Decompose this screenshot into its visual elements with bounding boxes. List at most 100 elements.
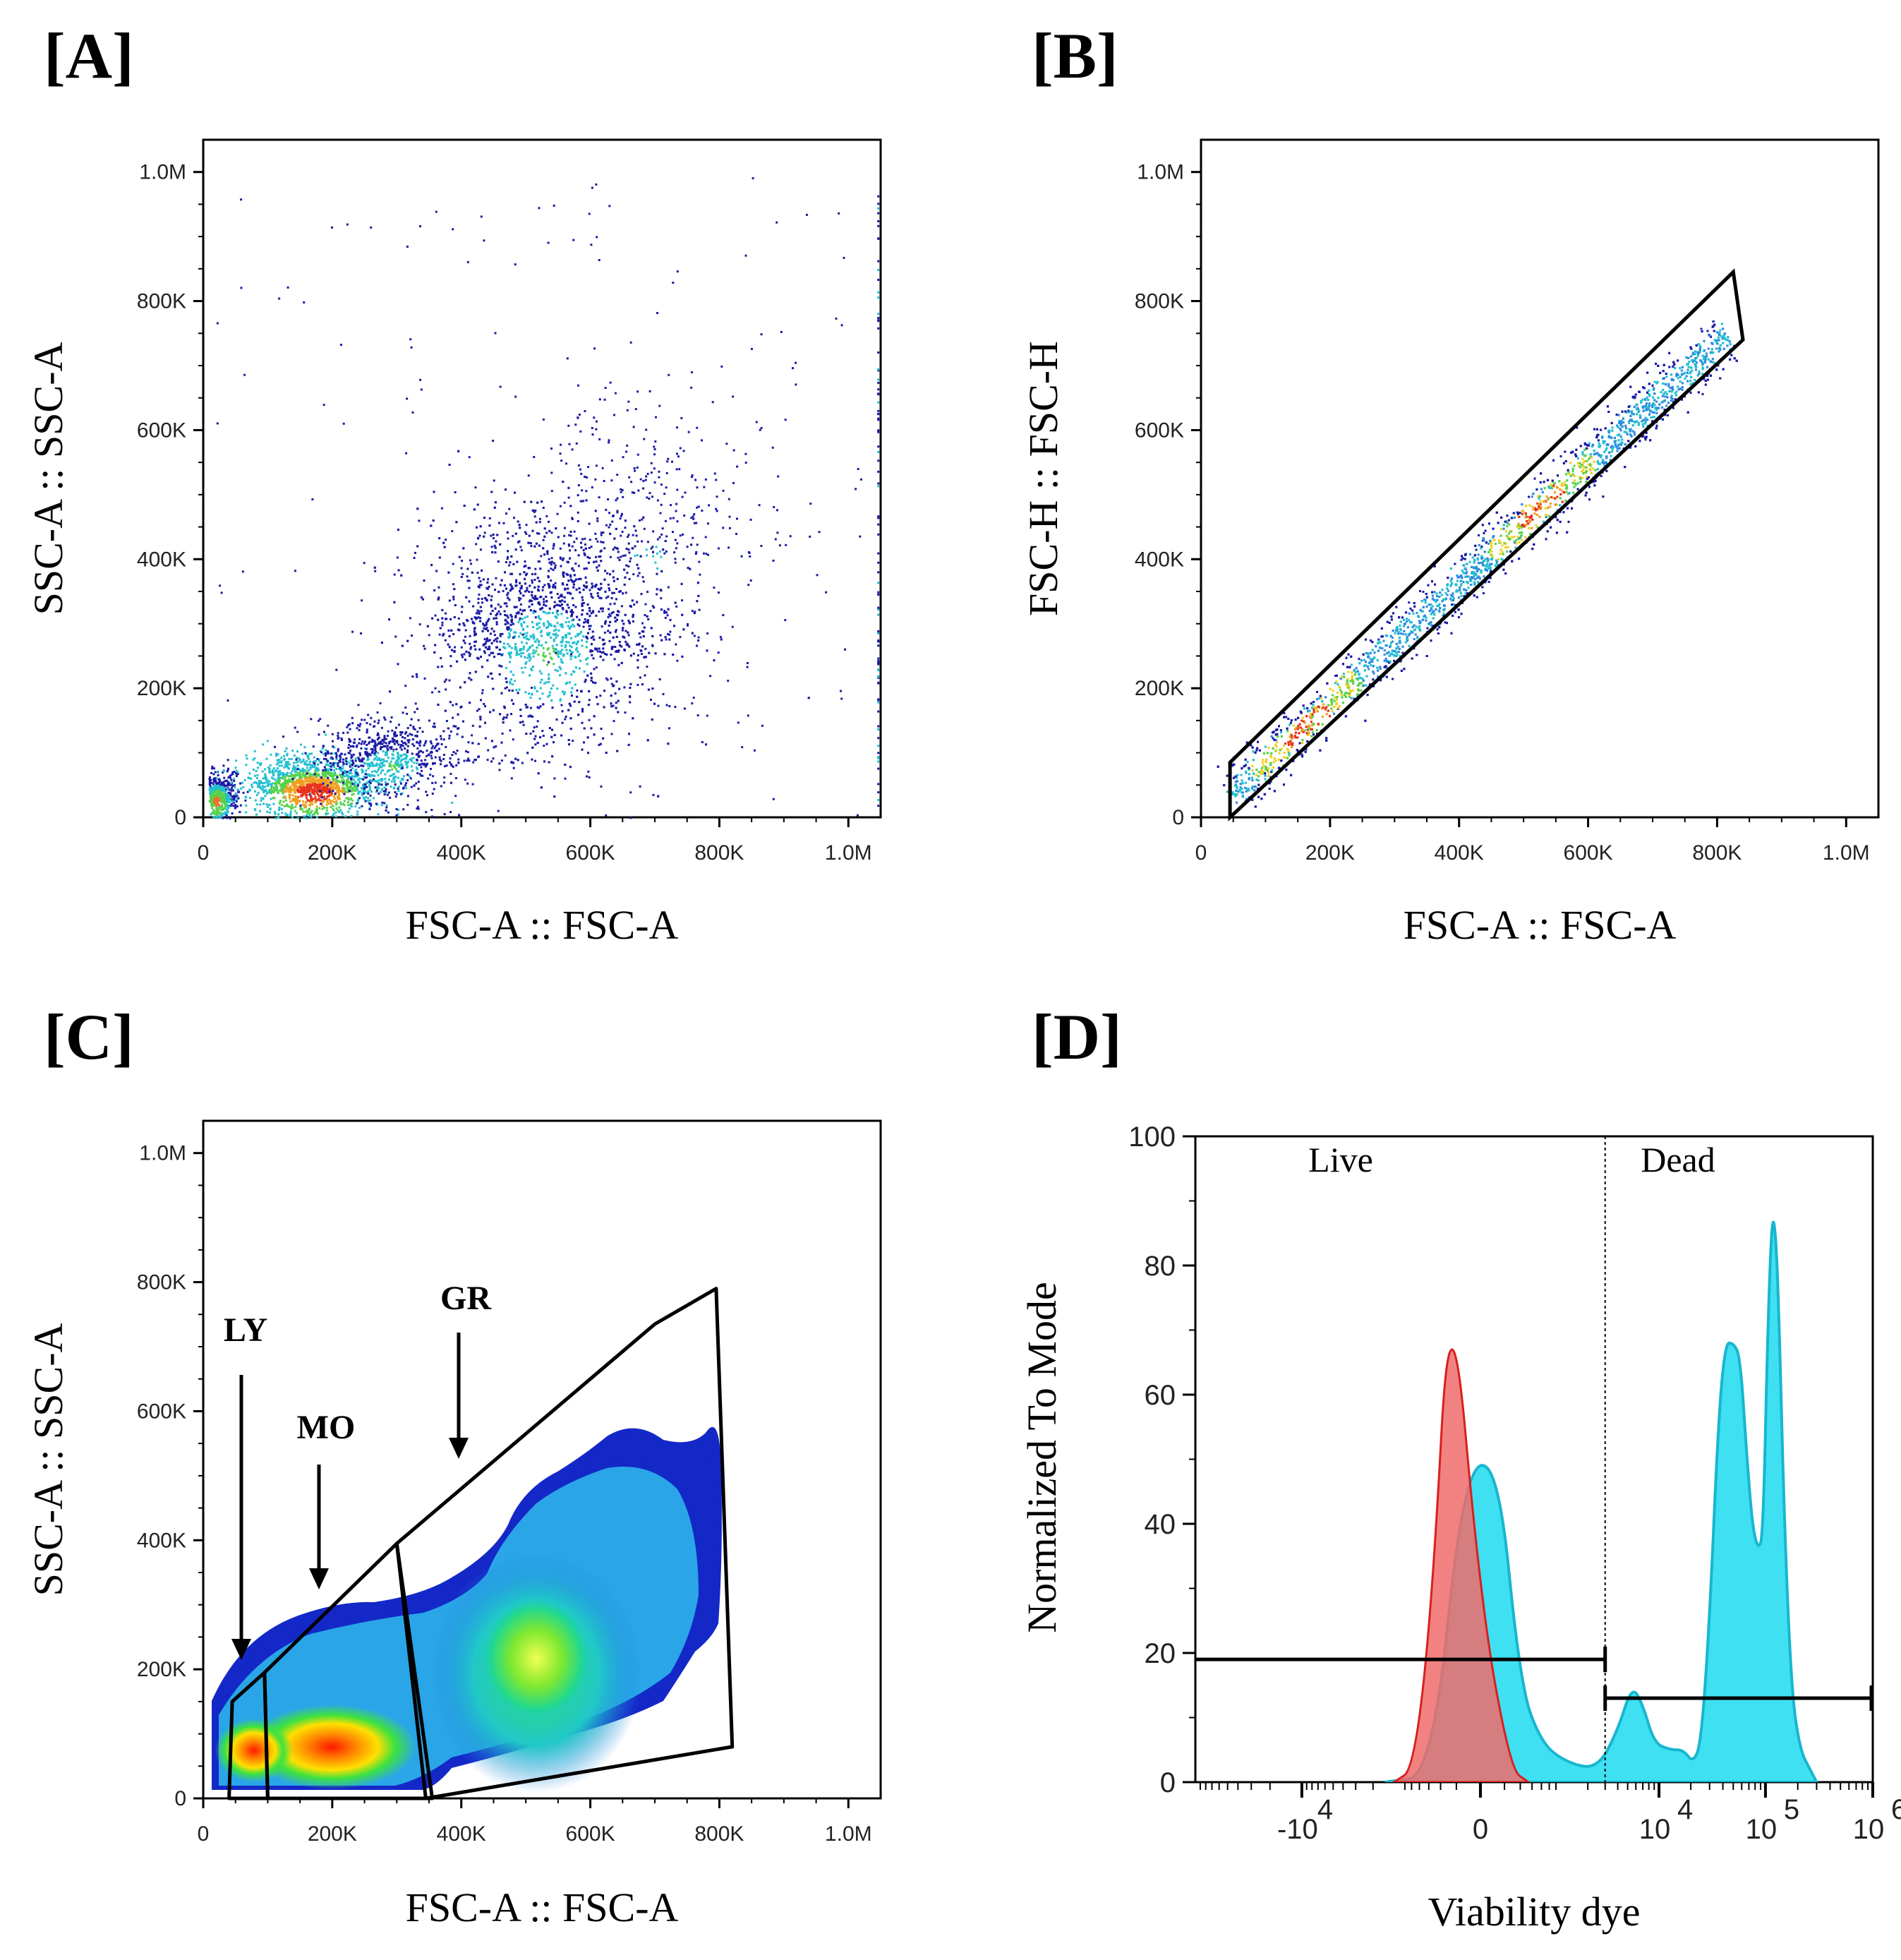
scatter-point	[308, 757, 310, 760]
scatter-point	[332, 769, 335, 772]
scatter-point	[318, 797, 320, 800]
scatter-point	[487, 578, 490, 581]
scatter-point	[310, 776, 313, 779]
scatter-point	[548, 761, 550, 764]
scatter-point	[538, 644, 541, 647]
scatter-point	[351, 775, 354, 778]
scatter-point	[507, 627, 510, 630]
scatter-point	[401, 740, 404, 742]
scatter-point	[553, 663, 555, 666]
scatter-point	[412, 726, 415, 728]
scatter-point	[491, 610, 494, 612]
scatter-point	[579, 653, 581, 656]
scatter-point	[440, 665, 443, 668]
scatter-point	[582, 589, 585, 591]
scatter-point	[363, 785, 366, 788]
scatter-point	[565, 572, 568, 575]
scatter-point	[305, 804, 307, 807]
scatter-point	[321, 796, 324, 799]
scatter-point	[549, 623, 552, 626]
scatter-point	[404, 757, 407, 760]
scatter-point	[533, 598, 536, 601]
scatter-point	[492, 687, 495, 690]
scatter-point	[301, 776, 303, 778]
scatter-point	[356, 764, 358, 767]
scatter-point	[368, 736, 370, 739]
scatter-point	[618, 641, 621, 643]
scatter-point	[308, 787, 310, 790]
scatter-point	[306, 791, 308, 794]
scatter-point	[510, 761, 513, 764]
scatter-point	[397, 756, 399, 759]
scatter-point	[460, 705, 463, 708]
scatter-point	[285, 814, 288, 817]
scatter-point	[382, 790, 385, 793]
scatter-point	[397, 770, 400, 773]
scatter-point	[289, 800, 292, 803]
scatter-point	[362, 786, 364, 788]
scatter-point	[330, 771, 332, 774]
scatter-point	[477, 598, 480, 600]
scatter-point	[460, 654, 463, 656]
scatter-point	[346, 801, 349, 804]
scatter-point	[583, 584, 586, 587]
scatter-point	[477, 742, 480, 745]
scatter-point	[569, 650, 572, 653]
scatter-point	[464, 681, 466, 684]
scatter-point	[274, 770, 277, 773]
scatter-point	[284, 750, 286, 752]
scatter-point	[264, 790, 267, 793]
scatter-point	[299, 806, 302, 809]
scatter-point	[332, 809, 335, 812]
scatter-point	[324, 781, 327, 784]
scatter-point	[593, 560, 596, 563]
scatter-point	[523, 636, 525, 639]
scatter-point	[259, 786, 261, 788]
scatter-point	[288, 789, 291, 792]
scatter-point	[499, 543, 502, 546]
scatter-point	[365, 769, 368, 772]
scatter-point	[246, 790, 249, 793]
scatter-point	[289, 786, 291, 788]
scatter-point	[619, 644, 621, 647]
scatter-point	[586, 657, 589, 659]
scatter-point	[217, 804, 220, 807]
scatter-point	[357, 778, 360, 781]
scatter-point	[581, 748, 584, 751]
scatter-point	[383, 760, 386, 763]
scatter-point	[369, 765, 372, 768]
scatter-point	[476, 709, 478, 712]
scatter-point	[448, 599, 451, 602]
scatter-point	[654, 652, 657, 655]
scatter-point	[366, 728, 368, 731]
scatter-point	[397, 569, 400, 572]
scatter-point	[581, 721, 584, 724]
scatter-point	[480, 584, 483, 587]
scatter-point	[211, 807, 213, 810]
scatter-point	[318, 780, 321, 783]
scatter-point	[370, 774, 373, 776]
scatter-point	[233, 794, 236, 797]
scatter-point	[390, 716, 393, 719]
scatter-point	[328, 764, 331, 767]
scatter-point	[392, 740, 394, 742]
scatter-point	[345, 797, 348, 800]
scatter-point	[210, 813, 212, 816]
scatter-point	[397, 786, 400, 788]
scatter-point	[596, 566, 598, 569]
scatter-point	[478, 610, 481, 613]
scatter-point	[218, 788, 220, 790]
scatter-point	[313, 793, 316, 796]
scatter-point	[318, 774, 320, 776]
scatter-point	[411, 765, 414, 768]
scatter-point	[229, 793, 231, 796]
scatter-point	[532, 626, 535, 628]
scatter-point	[588, 690, 591, 692]
scatter-point	[550, 658, 553, 661]
scatter-point	[286, 752, 289, 755]
scatter-point	[262, 782, 265, 785]
scatter-point	[277, 776, 279, 779]
scatter-point	[545, 531, 548, 534]
scatter-point	[601, 610, 604, 613]
scatter-point	[289, 790, 292, 793]
